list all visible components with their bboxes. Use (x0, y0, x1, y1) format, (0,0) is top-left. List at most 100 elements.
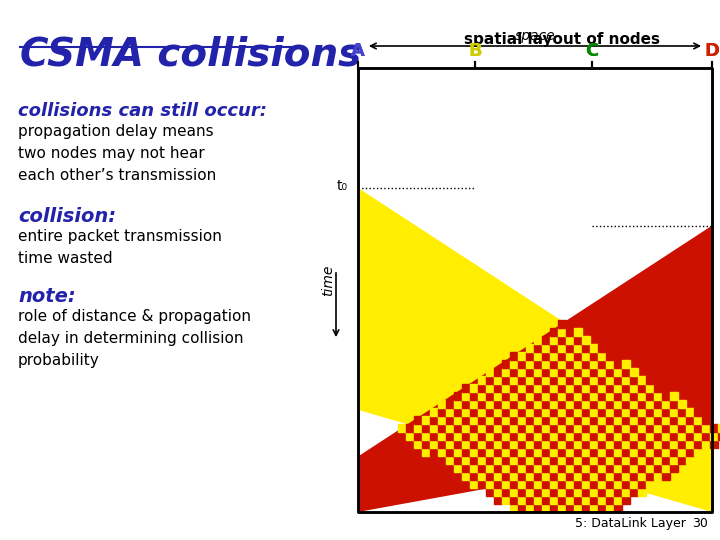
Text: CSMA collisions: CSMA collisions (20, 35, 361, 73)
Text: B: B (468, 42, 482, 60)
Bar (446, 440, 454, 448)
Bar (542, 464, 550, 472)
Bar (566, 432, 574, 440)
Bar (558, 344, 566, 352)
Bar (574, 480, 582, 488)
Bar (398, 424, 406, 432)
Bar (446, 464, 454, 472)
Bar (614, 432, 622, 440)
Bar (622, 416, 630, 424)
Bar (630, 392, 638, 400)
Bar (486, 456, 494, 464)
Bar (518, 496, 526, 504)
Bar (518, 424, 526, 432)
Bar (574, 328, 582, 336)
Bar (502, 440, 510, 448)
Bar (542, 472, 550, 480)
Bar (566, 440, 574, 448)
Bar (566, 424, 574, 432)
Bar (662, 392, 670, 400)
Bar (406, 424, 414, 432)
Bar (526, 480, 534, 488)
Bar (478, 376, 486, 384)
Bar (590, 464, 598, 472)
Bar (582, 368, 590, 376)
Bar (510, 368, 518, 376)
Bar (542, 416, 550, 424)
Bar (430, 408, 438, 416)
Bar (510, 448, 518, 456)
Bar (646, 472, 654, 480)
Bar (462, 440, 470, 448)
Bar (550, 328, 558, 336)
Bar (566, 496, 574, 504)
Bar (638, 432, 646, 440)
Bar (526, 392, 534, 400)
Bar (478, 416, 486, 424)
Text: entire packet transmission
time wasted: entire packet transmission time wasted (18, 229, 222, 266)
Bar (518, 448, 526, 456)
Bar (446, 400, 454, 408)
Bar (430, 448, 438, 456)
Bar (606, 400, 614, 408)
Bar (486, 424, 494, 432)
Bar (470, 408, 478, 416)
Bar (574, 504, 582, 512)
Bar (502, 416, 510, 424)
Bar (454, 416, 462, 424)
Bar (654, 424, 662, 432)
Bar (686, 456, 694, 464)
Text: collision:: collision: (18, 207, 116, 226)
Bar (550, 392, 558, 400)
Bar (470, 424, 478, 432)
Bar (670, 464, 678, 472)
Bar (630, 400, 638, 408)
Bar (566, 400, 574, 408)
Bar (558, 464, 566, 472)
Bar (510, 496, 518, 504)
Bar (582, 424, 590, 432)
Bar (606, 368, 614, 376)
Bar (622, 488, 630, 496)
Bar (534, 416, 542, 424)
Bar (542, 424, 550, 432)
Bar (686, 432, 694, 440)
Bar (654, 464, 662, 472)
Bar (518, 488, 526, 496)
Bar (462, 416, 470, 424)
Bar (558, 360, 566, 368)
Bar (550, 456, 558, 464)
Bar (614, 360, 622, 368)
Bar (686, 424, 694, 432)
Bar (590, 416, 598, 424)
Bar (630, 368, 638, 376)
Bar (550, 448, 558, 456)
Bar (526, 432, 534, 440)
Bar (614, 392, 622, 400)
Bar (574, 408, 582, 416)
Bar (574, 376, 582, 384)
Bar (454, 440, 462, 448)
Bar (598, 368, 606, 376)
Bar (662, 472, 670, 480)
Bar (422, 432, 430, 440)
Bar (614, 424, 622, 432)
Bar (654, 384, 662, 392)
Bar (510, 472, 518, 480)
Text: space: space (515, 29, 555, 43)
Bar (550, 504, 558, 512)
Bar (486, 400, 494, 408)
Bar (686, 448, 694, 456)
Bar (510, 440, 518, 448)
Bar (598, 480, 606, 488)
Bar (502, 464, 510, 472)
Text: spatial layout of nodes: spatial layout of nodes (464, 32, 660, 47)
Bar (654, 472, 662, 480)
Text: collisions can still occur:: collisions can still occur: (18, 102, 267, 120)
Bar (622, 440, 630, 448)
Bar (662, 432, 670, 440)
Bar (686, 408, 694, 416)
Bar (542, 376, 550, 384)
Bar (678, 440, 686, 448)
Bar (446, 432, 454, 440)
